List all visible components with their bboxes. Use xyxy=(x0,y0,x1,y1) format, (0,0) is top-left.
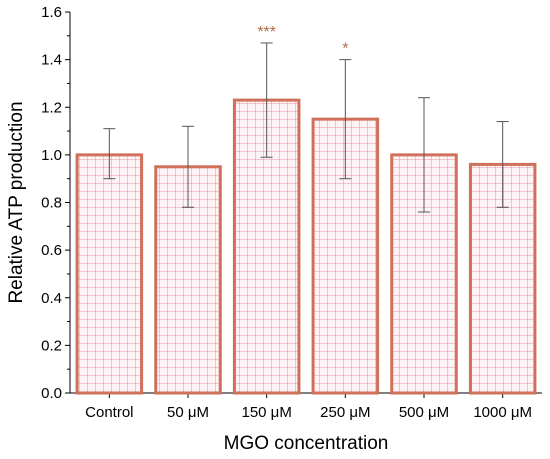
y-tick-label: 1.0 xyxy=(41,147,62,164)
y-tick-label: 0.6 xyxy=(41,242,62,259)
significance-marker: * xyxy=(342,41,348,58)
x-tick-label: 50 μM xyxy=(167,404,209,421)
y-tick-label: 0.8 xyxy=(41,195,62,212)
x-tick-label: Control xyxy=(85,404,133,421)
y-tick-label: 0.4 xyxy=(41,290,62,307)
y-tick-label: 0.2 xyxy=(41,337,62,354)
x-tick-label: 1000 μM xyxy=(473,404,532,421)
bars xyxy=(75,98,537,395)
y-axis: 0.0 0.2 0.4 0.6 0.8 1.0 1.2 1.4 1.6 xyxy=(41,4,71,402)
error-bars xyxy=(103,42,509,213)
x-tick-label: 500 μM xyxy=(399,404,449,421)
x-axis-title: MGO concentration xyxy=(224,433,389,454)
significance-marker: *** xyxy=(257,24,276,41)
y-axis-title: Relative ATP production xyxy=(6,101,27,303)
x-tick-label: 150 μM xyxy=(241,404,291,421)
y-tick-label: 1.2 xyxy=(41,99,62,116)
y-tick-label: 0.0 xyxy=(41,385,62,402)
x-tick-label: 250 μM xyxy=(320,404,370,421)
bar xyxy=(75,153,144,395)
y-tick-label: 1.6 xyxy=(41,4,62,21)
y-tick-label: 1.4 xyxy=(41,52,62,69)
significance-markers: **** xyxy=(257,24,348,58)
x-axis: Control 50 μM 150 μM 250 μM 500 μM 1000 μM xyxy=(70,392,542,421)
